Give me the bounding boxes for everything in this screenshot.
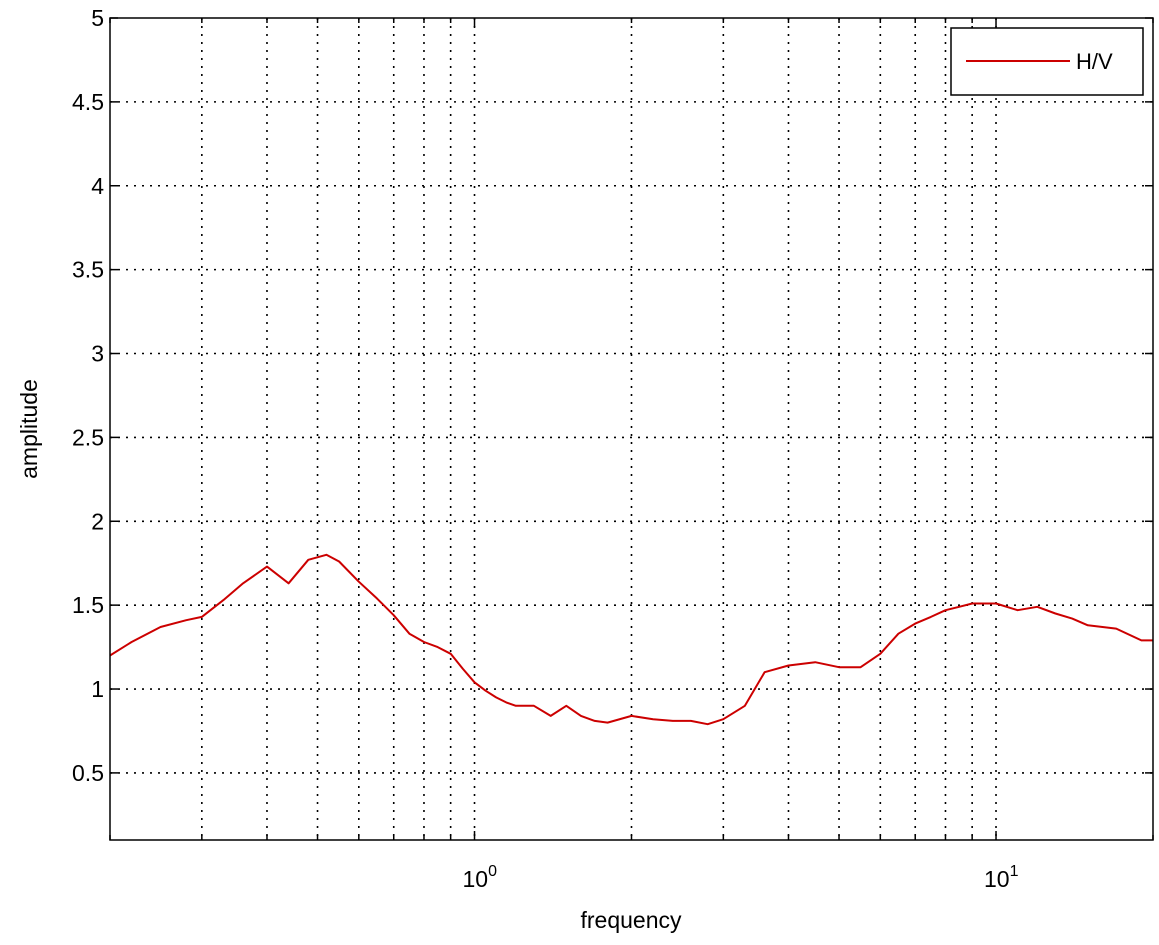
- y-tick-label: 3: [91, 341, 104, 367]
- y-tick-label: 4: [91, 173, 104, 199]
- legend: H/V: [950, 27, 1144, 96]
- legend-label: H/V: [1076, 49, 1113, 74]
- y-axis: 0.5 1 1.5 2 2.5 3 3.5 4 4.5 5: [72, 5, 1153, 786]
- y-tick-label: 5: [91, 5, 104, 31]
- x-axis: 100 101: [109, 18, 1154, 892]
- x-axis-label: frequency: [580, 907, 682, 933]
- y-tick-label: 3.5: [72, 257, 104, 283]
- y-tick-label: 2.5: [72, 424, 104, 450]
- y-tick-label: 1.5: [72, 592, 104, 618]
- y-tick-label: 0.5: [72, 760, 104, 786]
- y-tick-label: 1: [91, 676, 104, 702]
- series-line-hv: [109, 553, 1153, 726]
- x-tick-label: 100: [463, 863, 498, 892]
- x-tick-label: 101: [984, 863, 1019, 892]
- grid: [110, 18, 1153, 840]
- y-tick-label: 4.5: [72, 89, 104, 115]
- y-tick-label: 2: [91, 508, 104, 534]
- y-axis-label: amplitude: [16, 379, 42, 479]
- series-layer: [109, 553, 1153, 726]
